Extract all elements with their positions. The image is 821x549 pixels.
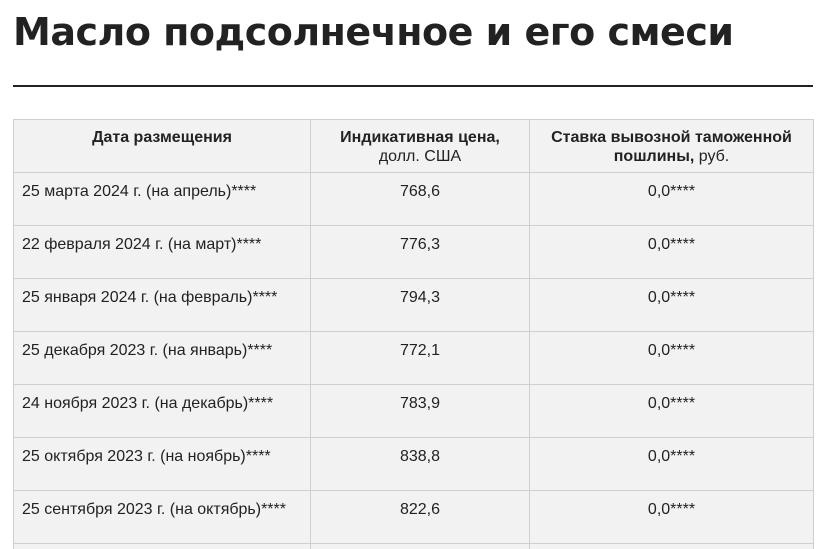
table-row: 25 января 2024 г. (на февраль)**** 794,3… bbox=[13, 278, 814, 332]
header-price-unit: долл. США bbox=[378, 148, 462, 165]
header-duty: Ставка вывозной таможенной пошлины, руб. bbox=[529, 119, 814, 173]
cell-date: 25 января 2024 г. (на февраль)**** bbox=[13, 278, 311, 332]
cell-duty: 0,0**** bbox=[529, 331, 814, 385]
cell-price: 838,8 bbox=[310, 437, 530, 491]
cell-date: 25 октября 2023 г. (на ноябрь)**** bbox=[13, 437, 311, 491]
cell-duty: 0,0**** bbox=[529, 225, 814, 279]
cell-date: 25 марта 2024 г. (на апрель)**** bbox=[13, 172, 311, 226]
cell-duty: 0,0**** bbox=[529, 437, 814, 491]
cell-price: 822,6 bbox=[310, 490, 530, 544]
cell-date: 22 февраля 2024 г. (на март)**** bbox=[13, 225, 311, 279]
cell-price: 768,6 bbox=[310, 172, 530, 226]
cell-empty bbox=[13, 543, 311, 549]
cell-price: 776,3 bbox=[310, 225, 530, 279]
header-duty-label: Ставка вывозной таможенной пошлины, bbox=[551, 129, 792, 165]
cell-price: 794,3 bbox=[310, 278, 530, 332]
header-duty-unit: руб. bbox=[694, 148, 730, 165]
header-date-label: Дата размещения bbox=[92, 129, 232, 146]
cell-empty bbox=[310, 543, 530, 549]
cell-duty: 0,0**** bbox=[529, 490, 814, 544]
table-row: 25 декабря 2023 г. (на январь)**** 772,1… bbox=[13, 331, 814, 385]
table-row: 25 сентября 2023 г. (на октябрь)**** 822… bbox=[13, 490, 814, 544]
duty-table-container: Дата размещения Индикативная цена, долл.… bbox=[13, 119, 814, 549]
cell-empty bbox=[529, 543, 814, 549]
cell-price: 772,1 bbox=[310, 331, 530, 385]
header-price: Индикативная цена, долл. США bbox=[310, 119, 530, 173]
table-row: 24 ноября 2023 г. (на декабрь)**** 783,9… bbox=[13, 384, 814, 438]
cell-duty: 0,0**** bbox=[529, 172, 814, 226]
cell-price: 783,9 bbox=[310, 384, 530, 438]
cell-duty: 0,0**** bbox=[529, 384, 814, 438]
cell-date: 24 ноября 2023 г. (на декабрь)**** bbox=[13, 384, 311, 438]
header-date: Дата размещения bbox=[13, 119, 311, 173]
cell-date: 25 сентября 2023 г. (на октябрь)**** bbox=[13, 490, 311, 544]
table-row: 25 марта 2024 г. (на апрель)**** 768,6 0… bbox=[13, 172, 814, 226]
page-title: Масло подсолнечное и его смеси bbox=[13, 10, 734, 54]
table-row: 25 октября 2023 г. (на ноябрь)**** 838,8… bbox=[13, 437, 814, 491]
cell-duty: 0,0**** bbox=[529, 278, 814, 332]
table-row-cut-off bbox=[13, 543, 814, 549]
table-row: 22 февраля 2024 г. (на март)**** 776,3 0… bbox=[13, 225, 814, 279]
table-header-row: Дата размещения Индикативная цена, долл.… bbox=[13, 119, 814, 173]
header-price-label: Индикативная цена, bbox=[340, 129, 500, 146]
title-divider bbox=[13, 85, 813, 87]
cell-date: 25 декабря 2023 г. (на январь)**** bbox=[13, 331, 311, 385]
duty-table: Дата размещения Индикативная цена, долл.… bbox=[13, 119, 814, 549]
